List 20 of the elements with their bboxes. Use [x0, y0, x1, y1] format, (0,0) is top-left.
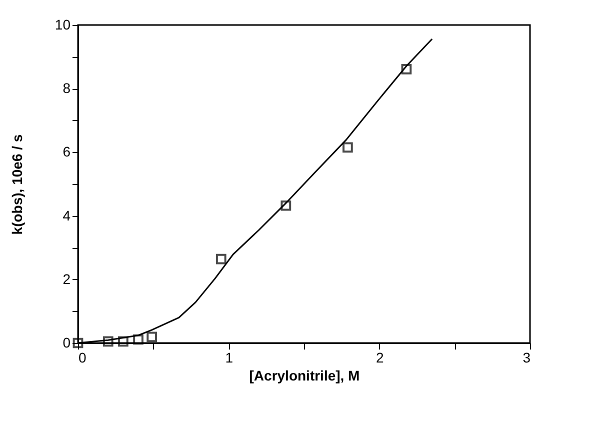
x-axis-title: [Acrylonitrile], M — [249, 368, 360, 384]
y-axis-title: k(obs), 10e6 / s — [8, 134, 25, 235]
y-tick-label: 8 — [62, 80, 71, 96]
x-tick-label: 0 — [78, 350, 86, 366]
point — [216, 254, 226, 264]
y-tick-label: 2 — [62, 270, 71, 287]
y-tick-label: 6 — [62, 144, 71, 160]
y-tick-label: 4 — [62, 207, 71, 224]
x-tick-label: 3 — [522, 350, 531, 366]
x-tick-label: 1 — [225, 350, 234, 366]
point — [401, 64, 412, 74]
point — [133, 334, 144, 345]
y-tick-label: 10 — [54, 16, 71, 32]
y-tick-label: 0 — [62, 334, 71, 350]
point — [280, 200, 292, 211]
point — [342, 142, 353, 153]
point — [146, 332, 158, 342]
point — [102, 336, 114, 347]
x-tick-label: 2 — [376, 350, 384, 366]
point — [118, 336, 128, 347]
